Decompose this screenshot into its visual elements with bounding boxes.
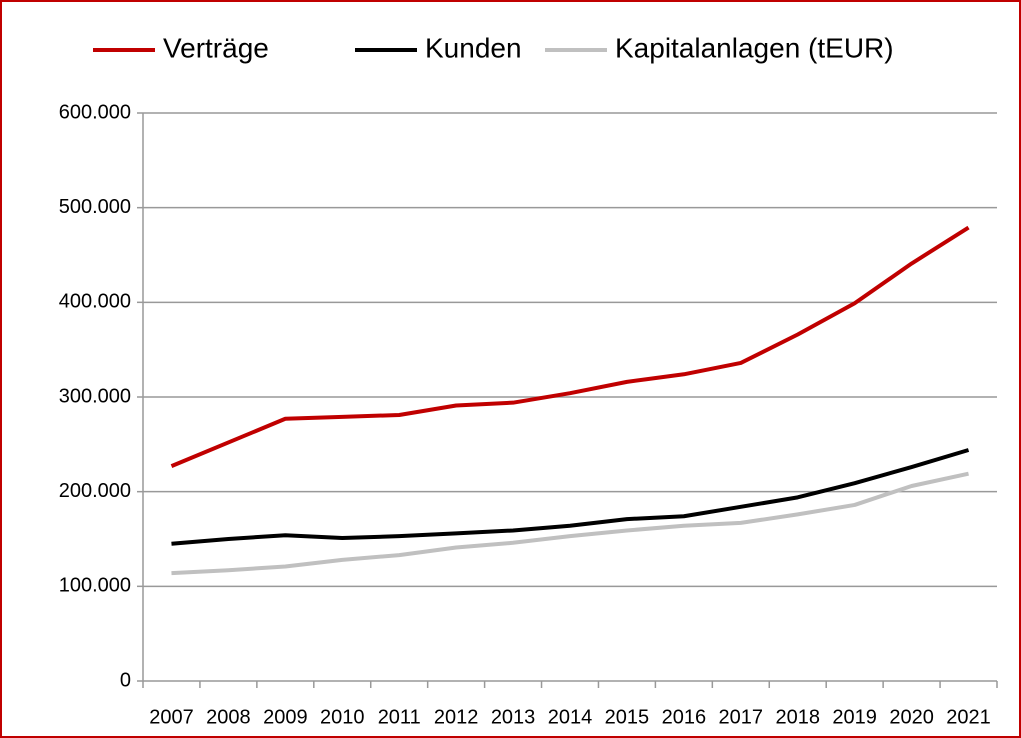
x-tick-label: 2015 xyxy=(605,706,650,728)
legend-label: Verträge xyxy=(163,32,269,63)
legend-label: Kunden xyxy=(425,32,522,63)
x-tick-label: 2017 xyxy=(719,706,764,728)
y-tick-label: 500.000 xyxy=(59,196,131,218)
x-tick-label: 2010 xyxy=(320,706,365,728)
legend-label: Kapitalanlagen (tEUR) xyxy=(615,32,894,63)
x-tick-label: 2020 xyxy=(889,706,934,728)
y-tick-label: 400.000 xyxy=(59,291,131,313)
x-tick-label: 2009 xyxy=(263,706,308,728)
x-tick-label: 2016 xyxy=(662,706,707,728)
x-tick-label: 2013 xyxy=(491,706,536,728)
x-tick-label: 2007 xyxy=(149,706,194,728)
series-line xyxy=(171,471,969,576)
x-tick-label: 2019 xyxy=(832,706,877,728)
y-tick-label: 600.000 xyxy=(59,101,131,123)
x-tick-label: 2018 xyxy=(775,706,820,728)
y-tick-label: 200.000 xyxy=(59,480,131,502)
y-tick-label: 100.000 xyxy=(59,575,131,597)
x-tick-label: 2014 xyxy=(548,706,593,728)
x-tick-label: 2021 xyxy=(946,706,991,728)
series-line xyxy=(170,225,970,468)
x-tick-label: 2008 xyxy=(206,706,251,728)
y-tick-label: 300.000 xyxy=(59,385,131,407)
x-tick-label: 2012 xyxy=(434,706,479,728)
y-tick-label: 0 xyxy=(120,669,131,691)
x-tick-label: 2011 xyxy=(378,706,421,728)
series-line xyxy=(171,448,970,546)
